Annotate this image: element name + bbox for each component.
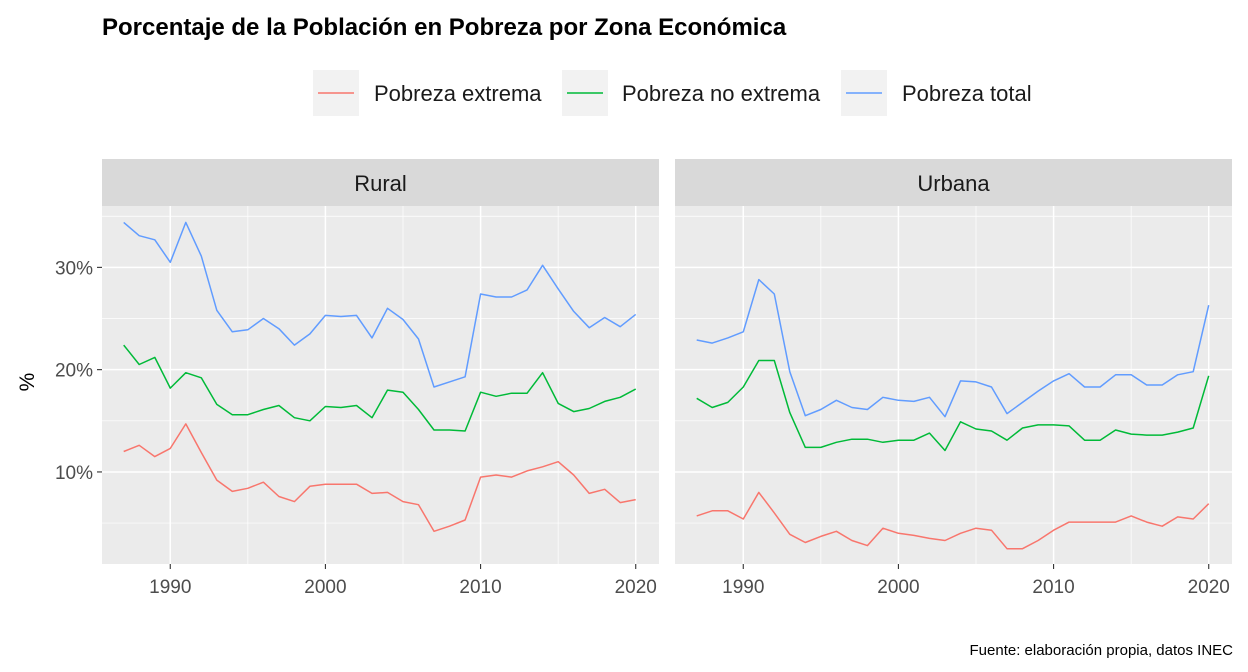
strip-rural bbox=[102, 159, 659, 206]
y-axis-title: % bbox=[16, 373, 39, 392]
series-line-rural-pobreza-total bbox=[123, 221, 637, 388]
panel-rural: Rural 1990 2000 2010 2020 10% 20% 30% bbox=[55, 159, 659, 598]
strip-label-urbana: Urbana bbox=[917, 171, 990, 196]
x-tick-label: 2010 bbox=[459, 577, 501, 598]
series-line-rural-pobreza-no-extrema bbox=[123, 344, 637, 432]
legend-label-pobreza-no-extrema: Pobreza no extrema bbox=[622, 81, 821, 106]
x-tick-label: 2000 bbox=[304, 577, 346, 598]
y-tick-label: 20% bbox=[55, 361, 93, 382]
strip-label-rural: Rural bbox=[354, 171, 407, 196]
chart-caption: Fuente: elaboración propia, datos INEC bbox=[970, 642, 1234, 659]
series-line-urbana-pobreza-no-extrema bbox=[696, 359, 1210, 452]
x-tick-label: 2010 bbox=[1032, 577, 1074, 598]
x-tick-label: 2000 bbox=[877, 577, 919, 598]
y-tick-label: 30% bbox=[55, 258, 93, 279]
series-line-urbana-pobreza-total bbox=[696, 278, 1210, 418]
x-tick-label: 1990 bbox=[722, 577, 764, 598]
series-line-urbana-pobreza-extrema bbox=[696, 491, 1210, 550]
panel-urbana: Urbana 1990 2000 2010 2020 bbox=[675, 159, 1232, 598]
legend-item-pobreza-extrema: Pobreza extrema bbox=[313, 70, 542, 116]
legend-item-pobreza-no-extrema: Pobreza no extrema bbox=[562, 70, 821, 116]
facet-panels: Rural 1990 2000 2010 2020 10% 20% 30% Urbana 1990… bbox=[55, 159, 1232, 598]
chart-title: Porcentaje de la Población en Pobreza po… bbox=[102, 14, 787, 41]
panel-background-rural bbox=[102, 206, 659, 564]
legend-label-pobreza-total: Pobreza total bbox=[902, 81, 1032, 106]
series-line-rural-pobreza-extrema bbox=[123, 423, 636, 533]
legend-item-pobreza-total: Pobreza total bbox=[841, 70, 1032, 116]
legend-label-pobreza-extrema: Pobreza extrema bbox=[374, 81, 542, 106]
strip-urbana bbox=[675, 159, 1232, 206]
x-tick-label: 2020 bbox=[1188, 577, 1230, 598]
y-tick-label: 10% bbox=[55, 463, 93, 484]
legend: Pobreza extrema Pobreza no extrema Pobreza… bbox=[313, 70, 1032, 116]
x-tick-label: 2020 bbox=[615, 577, 657, 598]
x-tick-label: 1990 bbox=[149, 577, 191, 598]
